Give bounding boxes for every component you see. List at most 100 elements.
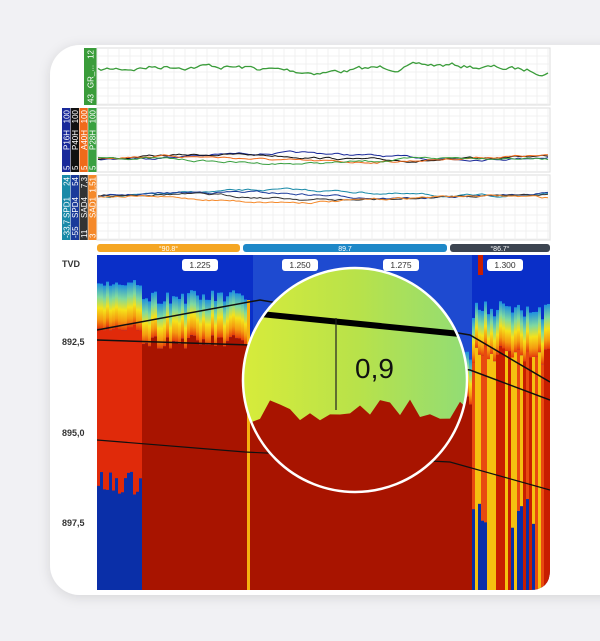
cell <box>130 471 134 590</box>
cell <box>100 283 104 329</box>
cell <box>418 399 422 590</box>
cell <box>517 255 521 350</box>
cell <box>211 290 215 336</box>
cell <box>157 255 161 349</box>
cell <box>283 401 287 590</box>
cell <box>517 349 521 590</box>
cell <box>226 296 230 342</box>
curve-label-bg <box>84 48 97 105</box>
cell <box>130 327 134 590</box>
cell <box>463 397 467 590</box>
cell <box>478 503 482 590</box>
cell <box>520 255 524 356</box>
cell <box>220 337 224 590</box>
cell <box>547 303 550 349</box>
cell <box>466 396 470 590</box>
cell <box>217 337 221 590</box>
cell <box>169 303 173 349</box>
curve-label-bg <box>62 175 71 240</box>
cell <box>103 285 107 331</box>
cell <box>532 523 536 590</box>
cell <box>118 284 122 330</box>
cell <box>508 351 512 590</box>
curve-label-bg <box>70 175 79 240</box>
curve-label: P28H <box>89 130 98 150</box>
cell <box>235 293 239 339</box>
curve-label-bg <box>79 175 88 240</box>
cell <box>190 335 194 590</box>
cell <box>421 403 425 590</box>
cell <box>187 293 191 339</box>
cell <box>538 307 542 353</box>
cell <box>412 401 416 590</box>
cell <box>301 400 305 590</box>
cell <box>133 325 137 590</box>
cell <box>271 395 275 590</box>
cell <box>505 255 509 352</box>
cell <box>109 285 113 331</box>
cell <box>409 401 413 590</box>
cell <box>127 282 131 328</box>
cell <box>316 397 320 590</box>
cell <box>472 509 476 590</box>
cell <box>454 396 458 590</box>
cell <box>487 255 491 360</box>
cell <box>115 478 119 590</box>
cell <box>139 330 143 590</box>
depth-title: TVD <box>62 259 81 269</box>
log-curve <box>97 150 549 162</box>
cell <box>463 255 467 398</box>
cell <box>517 510 521 590</box>
cell <box>493 316 497 362</box>
cell <box>478 354 482 590</box>
curve-label: 100 <box>71 109 80 123</box>
cell <box>382 397 386 590</box>
cell <box>544 255 548 350</box>
curve-label: -55 <box>71 226 80 238</box>
cell <box>157 303 161 349</box>
cell <box>196 295 200 341</box>
cell <box>502 348 506 590</box>
cell <box>133 494 137 590</box>
curve-label: P40H <box>71 130 80 150</box>
cell <box>199 344 203 590</box>
cell <box>448 396 452 590</box>
cell <box>508 255 512 352</box>
curve-label: 11 <box>80 229 89 238</box>
cell <box>322 397 326 590</box>
cell <box>133 280 137 326</box>
cell <box>343 395 347 590</box>
cell <box>424 396 428 590</box>
cell <box>187 338 191 590</box>
cell <box>535 311 539 357</box>
cell <box>472 362 476 590</box>
curve-label: 100 <box>89 109 98 123</box>
cell <box>211 335 215 590</box>
cell <box>136 491 140 590</box>
cell <box>229 292 233 338</box>
cell <box>496 309 500 355</box>
curve-label: SAD1 <box>89 197 98 218</box>
cell <box>253 397 257 590</box>
cell <box>439 397 443 590</box>
cell <box>280 396 284 590</box>
curve-label: -33,7 <box>62 219 71 238</box>
cell <box>469 404 473 590</box>
curve-label: 5 <box>80 165 89 170</box>
cell <box>100 328 104 590</box>
cell <box>514 255 518 353</box>
cell <box>364 401 368 590</box>
cell <box>151 337 155 590</box>
cell <box>166 292 170 338</box>
curve-label: 5 <box>71 165 80 170</box>
cell <box>127 327 131 590</box>
cell <box>250 401 254 590</box>
cell <box>475 255 479 348</box>
cell <box>544 349 548 590</box>
cell <box>292 396 296 590</box>
cell <box>208 344 212 590</box>
cell <box>115 282 119 328</box>
cell <box>493 255 497 362</box>
cell <box>106 281 110 327</box>
cell <box>103 489 107 590</box>
